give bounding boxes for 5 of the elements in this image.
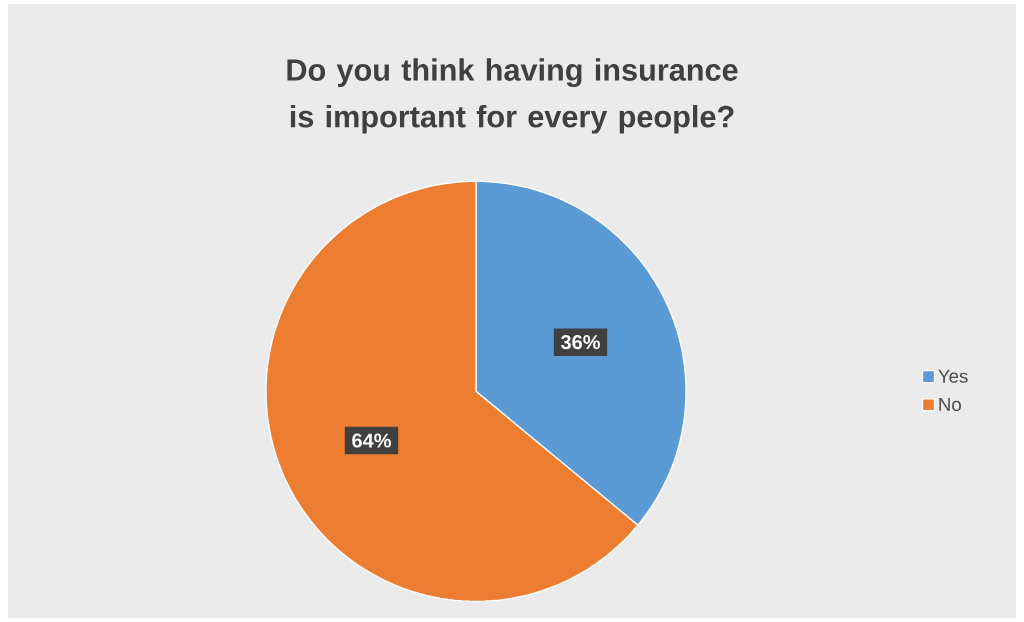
legend-label: Yes (938, 369, 968, 383)
chart-title: Do you think having insurance is important for every people? (287, 58, 738, 134)
data-label: 64% (352, 433, 391, 448)
legend-label: No (939, 398, 961, 412)
data-label: 36% (560, 335, 600, 350)
